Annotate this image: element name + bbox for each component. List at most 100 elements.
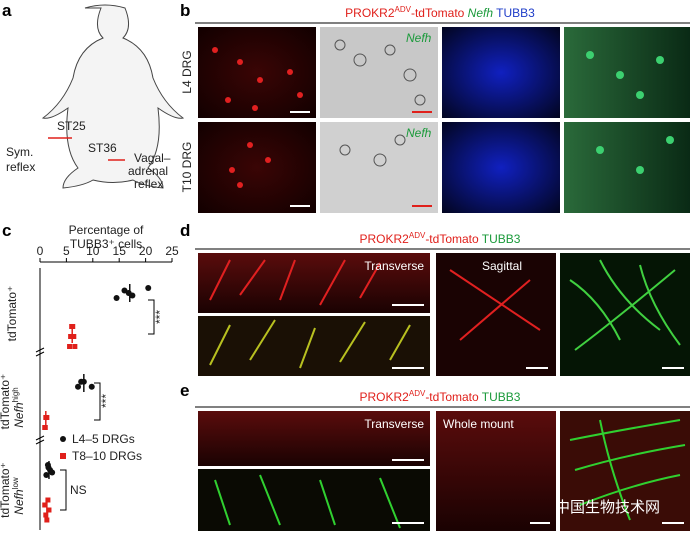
panel-label: c bbox=[2, 221, 11, 240]
cells bbox=[586, 51, 674, 174]
panel-label: d bbox=[180, 221, 190, 240]
data-point bbox=[44, 462, 51, 468]
micrograph bbox=[320, 122, 438, 213]
data-point bbox=[43, 512, 49, 518]
micrograph bbox=[560, 253, 690, 376]
micrograph bbox=[436, 411, 556, 531]
micrograph bbox=[198, 122, 316, 213]
micrograph bbox=[198, 27, 316, 118]
micrograph bbox=[564, 27, 690, 118]
category-text: high bbox=[11, 387, 20, 402]
data-point bbox=[75, 383, 82, 390]
data-point bbox=[71, 334, 77, 339]
micrograph bbox=[442, 27, 560, 118]
fibers bbox=[209, 319, 411, 369]
micrograph bbox=[198, 253, 430, 313]
legend-label: L4–5 DRGs bbox=[72, 432, 135, 446]
legend-marker bbox=[60, 453, 66, 459]
x-tick-label: 10 bbox=[86, 244, 100, 258]
mouse-drawing bbox=[41, 4, 185, 189]
image-label: Transverse bbox=[364, 417, 424, 431]
category-label: tdTomato⁺ bbox=[5, 286, 19, 342]
x-tick-label: 15 bbox=[113, 244, 127, 258]
panel-b: b PROKR2ADV-tdTomato Nefh TUBB3 L4 DRG T… bbox=[180, 1, 690, 213]
watermark: 中国生物技术网 bbox=[555, 499, 660, 516]
axis-title: TUBB3⁺ cells bbox=[70, 237, 142, 251]
annotation: ST25 bbox=[57, 119, 86, 133]
image-label: Nefh bbox=[406, 126, 432, 140]
category-text: tdTomato⁺ bbox=[0, 374, 12, 430]
data-point bbox=[43, 472, 50, 478]
axis-break bbox=[35, 439, 45, 445]
data-point bbox=[44, 415, 50, 420]
cells bbox=[334, 39, 426, 167]
row-label: L4 DRG bbox=[180, 50, 194, 93]
significance: *** bbox=[153, 310, 167, 324]
axis-break bbox=[35, 435, 45, 441]
annotation: reflex bbox=[6, 160, 35, 174]
data-point bbox=[67, 344, 73, 349]
axis-break bbox=[35, 351, 45, 357]
panel-a: a Sym. reflex ST25 ST36 Vagal– adrenal r… bbox=[2, 1, 185, 191]
row-label: T10 DRG bbox=[180, 142, 194, 193]
significance: *** bbox=[99, 394, 113, 408]
bracket bbox=[94, 382, 101, 421]
annotation: Vagal– bbox=[134, 151, 171, 165]
panel-header: PROKR2ADV-tdTomato TUBB3 bbox=[360, 389, 521, 404]
image-label: Nefh bbox=[406, 31, 432, 45]
panel-header: PROKR2ADV-tdTomato TUBB3 bbox=[360, 231, 521, 246]
panel-header: PROKR2ADV-tdTomato Nefh TUBB3 bbox=[345, 5, 535, 20]
fibers bbox=[569, 259, 681, 351]
category-label: tdTomato⁺Nefhhigh bbox=[0, 374, 26, 430]
axis-title: Percentage of bbox=[69, 223, 144, 237]
annotation: adrenal bbox=[128, 164, 168, 178]
category-label: tdTomato⁺Nefhlow bbox=[0, 462, 26, 518]
panel-c: c Percentage of TUBB3⁺ cells *** *** NS … bbox=[0, 221, 179, 530]
axis-break bbox=[35, 347, 45, 353]
data-point bbox=[42, 502, 48, 508]
micrograph bbox=[442, 122, 560, 213]
annotation: reflex bbox=[134, 177, 163, 191]
data-point bbox=[44, 517, 50, 523]
category-text: Nefh bbox=[12, 489, 26, 515]
annotation: ST36 bbox=[88, 141, 117, 155]
x-tick-label: 5 bbox=[63, 244, 70, 258]
micrograph bbox=[320, 27, 438, 118]
category-text: tdTomato⁺ bbox=[5, 286, 19, 342]
bracket bbox=[148, 299, 155, 335]
panel-label: a bbox=[2, 1, 12, 20]
annotation: Sym. bbox=[6, 145, 33, 159]
x-tick-label: 0 bbox=[37, 244, 44, 258]
category-text: Nefh bbox=[12, 402, 26, 428]
data-point bbox=[113, 295, 120, 301]
significance: NS bbox=[70, 483, 87, 497]
data-point bbox=[49, 469, 56, 476]
data-point bbox=[129, 292, 136, 299]
data-point bbox=[88, 383, 95, 390]
micrograph bbox=[560, 411, 690, 531]
image-label: Transverse bbox=[364, 259, 424, 273]
legend-label: T8–10 DRGs bbox=[72, 449, 142, 463]
micrograph bbox=[564, 122, 690, 213]
micrograph bbox=[198, 411, 430, 466]
bracket bbox=[60, 469, 67, 511]
data-point bbox=[45, 497, 51, 503]
cells bbox=[212, 47, 303, 188]
panel-label: b bbox=[180, 1, 190, 20]
fibers bbox=[209, 259, 541, 341]
x-tick-label: 20 bbox=[139, 244, 153, 258]
image-label: Whole mount bbox=[443, 417, 514, 431]
data-point bbox=[68, 334, 74, 339]
category-text: low bbox=[11, 477, 20, 489]
panel-d: d PROKR2ADV-tdTomato TUBB3 Transverse Sa… bbox=[180, 221, 690, 376]
data-point bbox=[145, 285, 152, 291]
micrograph bbox=[198, 469, 430, 531]
data-point bbox=[46, 507, 52, 513]
x-tick-label: 25 bbox=[165, 244, 179, 258]
panel-label: e bbox=[180, 381, 189, 400]
image-label: Sagittal bbox=[482, 259, 522, 273]
micrograph bbox=[198, 316, 430, 376]
data-point bbox=[72, 344, 78, 349]
